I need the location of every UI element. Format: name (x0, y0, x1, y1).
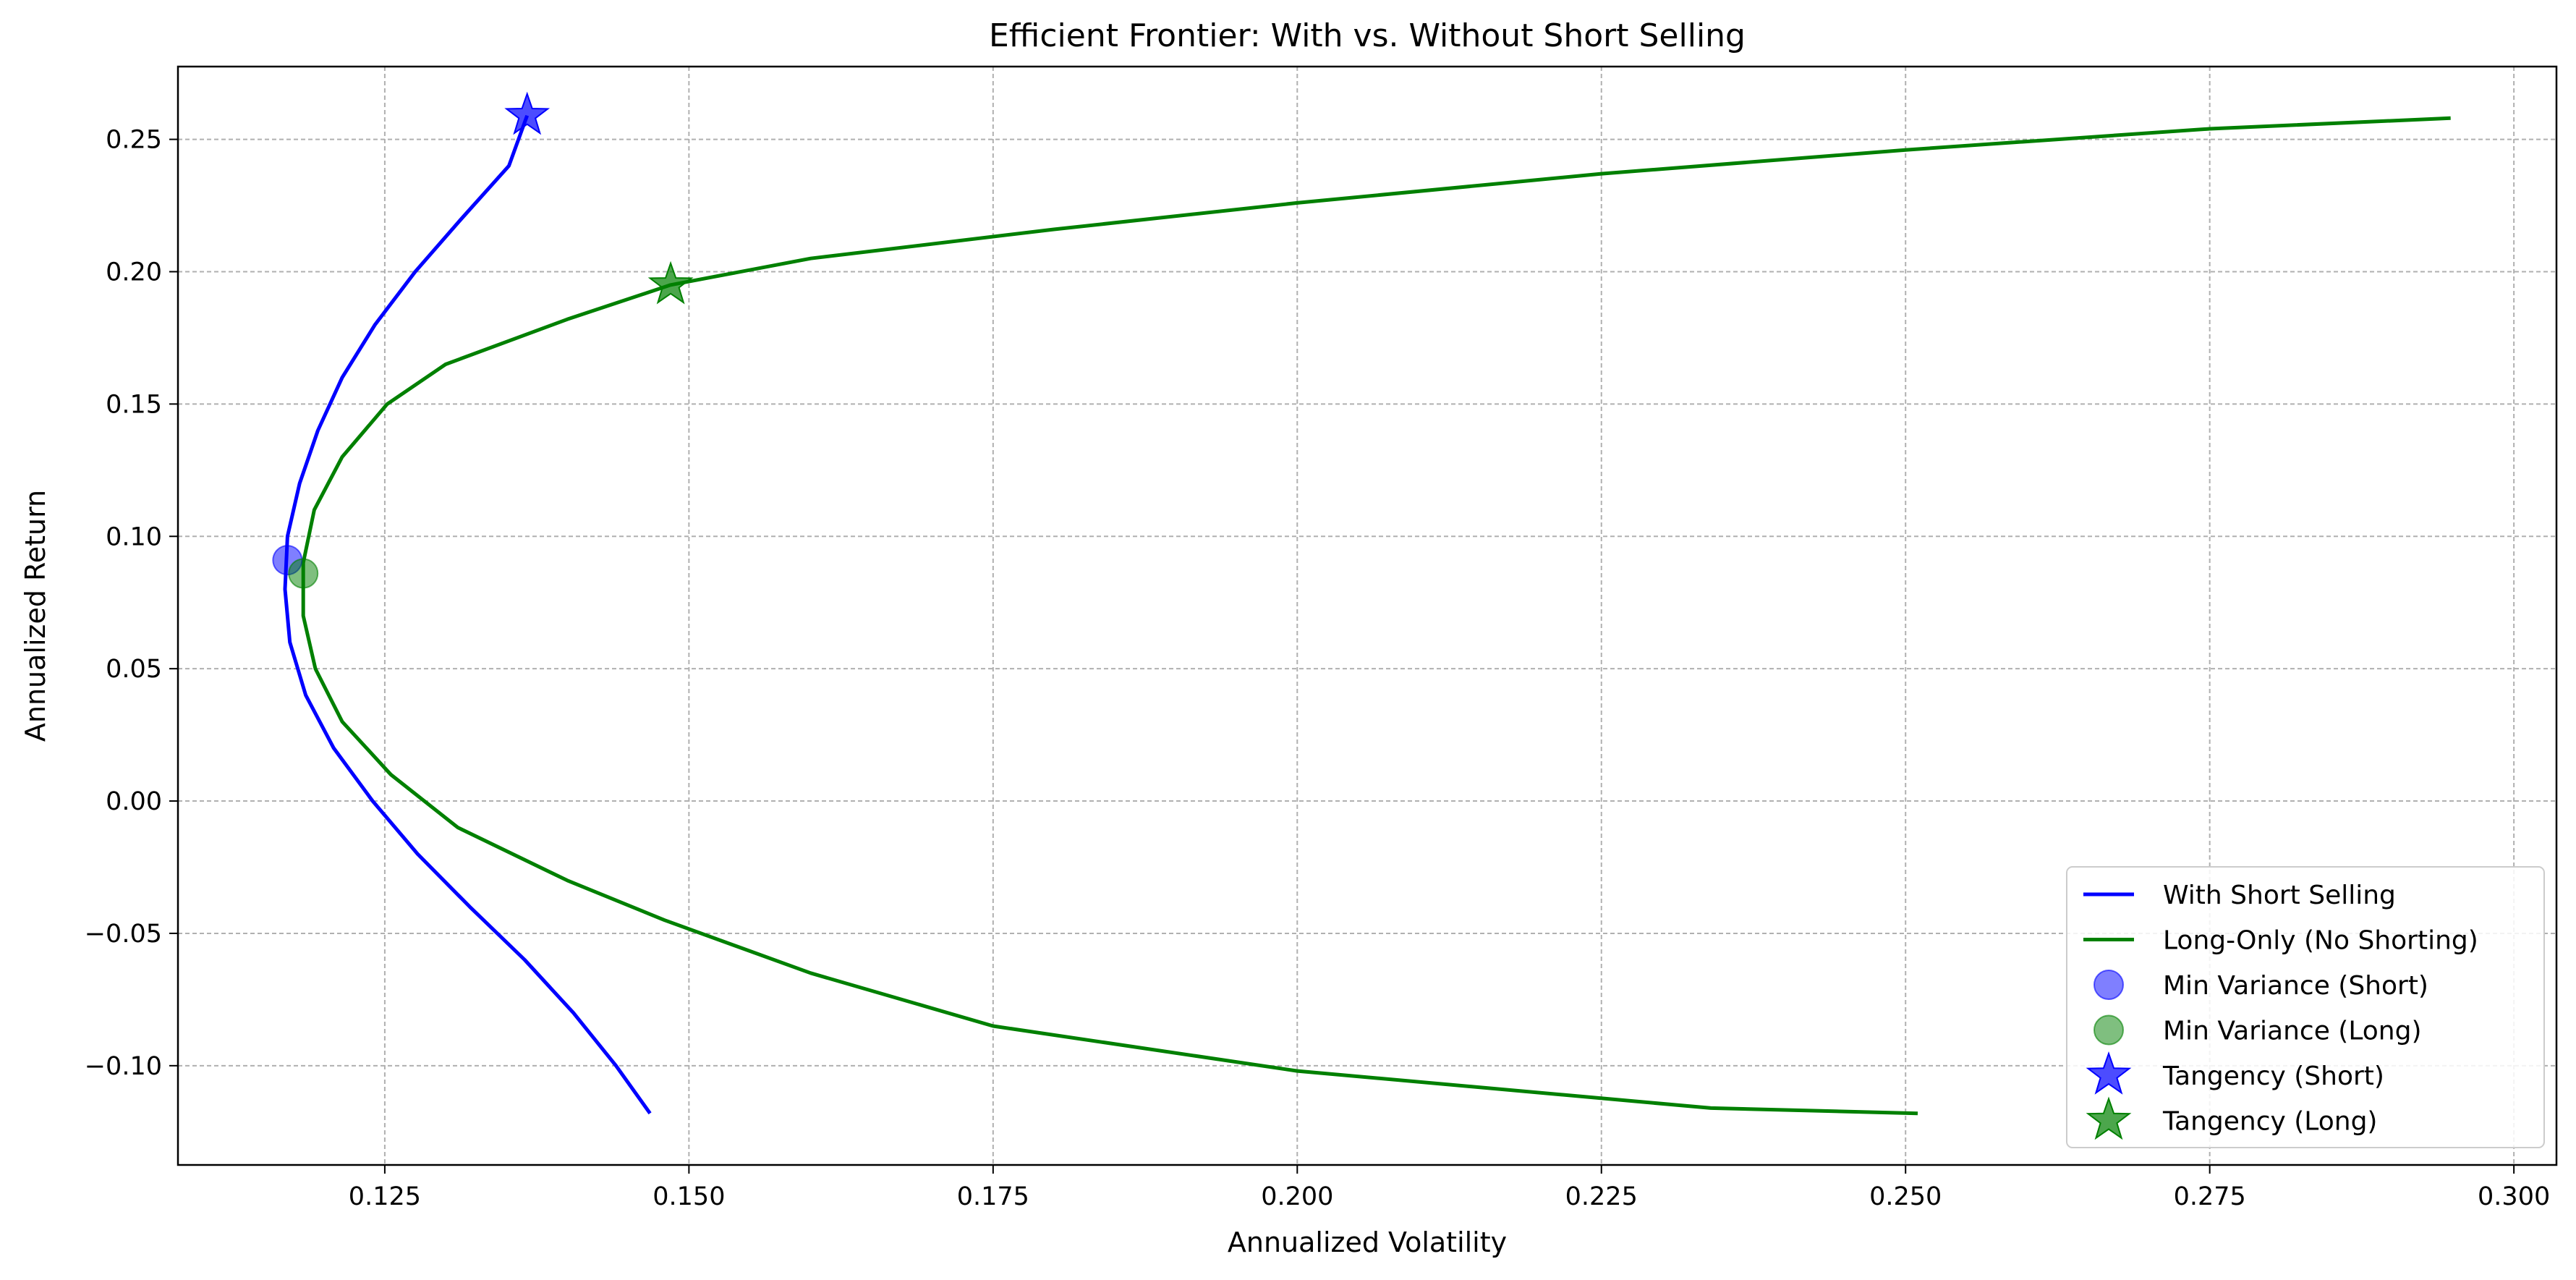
x-tick-label: 0.275 (2174, 1182, 2246, 1211)
legend-box (2066, 866, 2545, 1148)
y-tick-label: 0.15 (106, 390, 162, 419)
legend-circle-swatch (2093, 1014, 2124, 1046)
legend-star-swatch (2086, 1051, 2132, 1095)
legend-circle-swatch (2093, 970, 2124, 1000)
y-tick-label: 0.20 (106, 258, 162, 287)
legend-label: Long-Only (No Shorting) (2163, 926, 2478, 956)
y-tick-label: 0.05 (106, 655, 162, 684)
x-axis-ticks: 0.125 0.150 0.175 0.200 0.225 0.250 0.275 0.300 (349, 1165, 2550, 1211)
legend-label: With Short Selling (2163, 881, 2396, 910)
x-tick-label: 0.200 (1261, 1182, 1333, 1211)
legend-label: Min Variance (Short) (2163, 971, 2428, 1001)
x-tick-label: 0.150 (652, 1182, 725, 1211)
x-tick-label: 0.300 (2478, 1182, 2550, 1211)
y-axis-label: Annualized Return (20, 490, 51, 742)
with-short-selling-line (283, 114, 652, 1115)
series-lines (283, 114, 2451, 1116)
plot-frame (177, 65, 2558, 1166)
tangency-short-point (504, 91, 551, 135)
x-tick-label: 0.175 (957, 1182, 1029, 1211)
chart-title: Efficient Frontier: With vs. Without Sho… (989, 17, 1746, 54)
x-axis-label: Annualized Volatility (1228, 1226, 1507, 1258)
y-tick-label: −0.10 (85, 1052, 162, 1081)
legend-label: Tangency (Long) (2162, 1107, 2377, 1137)
y-tick-label: −0.05 (85, 920, 162, 949)
y-tick-label: 0.00 (106, 787, 162, 816)
legend-label: Min Variance (Long) (2163, 1017, 2422, 1046)
x-tick-label: 0.225 (1565, 1182, 1638, 1211)
x-tick-label: 0.125 (349, 1182, 421, 1211)
legend-star-swatch (2086, 1096, 2132, 1140)
tangency-long-point (647, 260, 694, 305)
y-tick-label: 0.10 (106, 522, 162, 551)
series-markers (272, 91, 694, 589)
y-tick-label: 0.25 (106, 126, 162, 155)
grid (178, 67, 2556, 1165)
long-only-line (301, 116, 2451, 1116)
x-tick-label: 0.250 (1869, 1182, 1942, 1211)
legend-label: Tangency (Short) (2162, 1061, 2384, 1091)
y-axis-ticks: −0.10 −0.05 0.00 0.05 0.10 0.15 0.20 0.25 (85, 126, 178, 1081)
min-variance-long-point (288, 558, 319, 589)
legend: With Short Selling Long-Only (No Shorting… (2066, 866, 2545, 1148)
